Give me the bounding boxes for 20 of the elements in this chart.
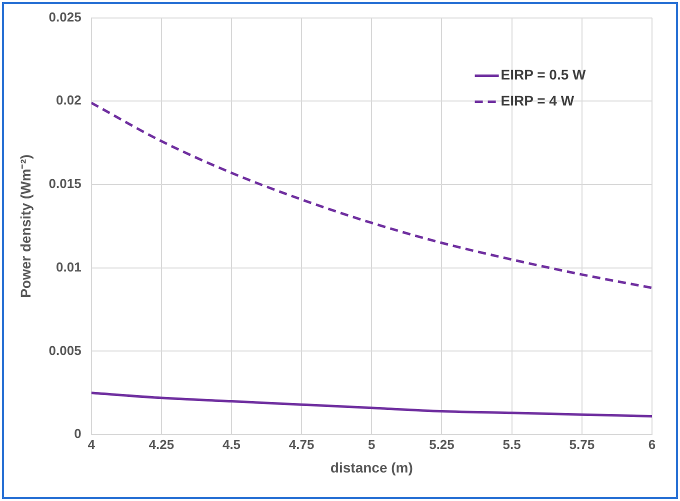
y-tick-label: 0.015: [48, 176, 82, 192]
x-tick-label: 4.25: [148, 436, 174, 452]
x-axis-title: distance (m): [330, 459, 413, 476]
y-tick-label: 0: [74, 426, 82, 442]
x-tick-label: 4.5: [222, 436, 241, 452]
y-tick-label: 0.02: [56, 92, 82, 108]
y-tick-label: 0.005: [48, 342, 82, 358]
x-tick-label: 5: [368, 436, 376, 452]
x-tick-label: 4.75: [288, 436, 314, 452]
x-tick-label: 5.75: [569, 436, 595, 452]
x-tick-label: 6: [648, 436, 656, 452]
x-tick-label: 5.5: [502, 436, 521, 452]
line-series: [91, 392, 652, 418]
y-tick-label: 0.01: [56, 259, 82, 274]
legend-label: EIRP = 4 W: [500, 92, 575, 109]
x-tick-label: 5.25: [429, 436, 454, 452]
y-axis-title: Power density (Wm⁻²): [17, 154, 34, 298]
legend-label: EIRP = 0.5 W: [500, 66, 587, 83]
y-tick-label: 0.025: [48, 9, 82, 24]
x-tick-label: 4: [88, 436, 96, 452]
